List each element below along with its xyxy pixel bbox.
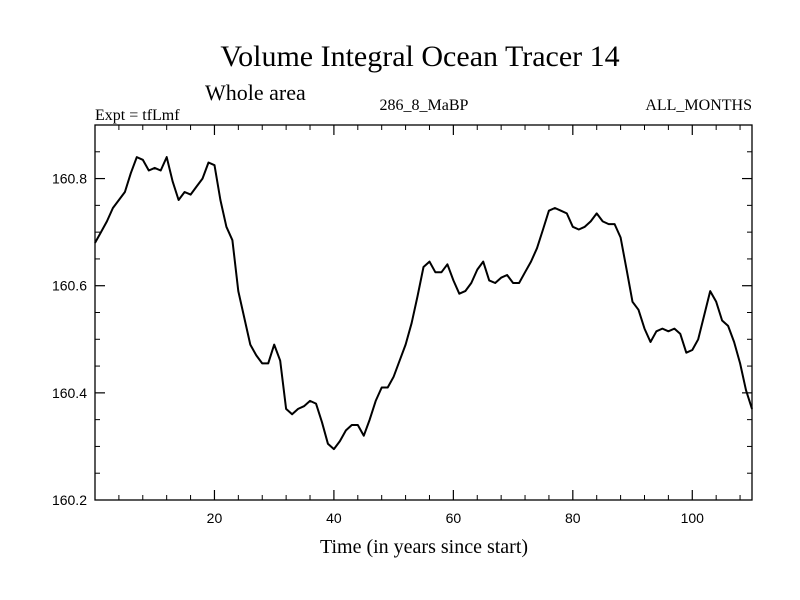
- chart-title: Volume Integral Ocean Tracer 14: [220, 40, 619, 73]
- months-label: ALL_MONTHS: [645, 97, 752, 114]
- plot-frame: [94, 124, 753, 501]
- chart-subtitle: Whole area: [205, 80, 306, 105]
- x-tick-label: 60: [446, 510, 462, 526]
- x-axis-label: Time (in years since start): [320, 536, 528, 558]
- plot-area: 20 40 60 80 100 160.2 160.4 160.6 160.8: [52, 124, 753, 526]
- experiment-label: Expt = tfLmf: [95, 107, 180, 124]
- x-tick-label: 100: [681, 510, 705, 526]
- data-line: [94, 156, 753, 451]
- x-tick-label: 20: [207, 510, 223, 526]
- x-tick-label: 40: [326, 510, 342, 526]
- y-tick-label: 160.2: [52, 492, 87, 508]
- y-tick-label: 160.6: [52, 278, 87, 294]
- y-tick-label: 160.4: [52, 385, 87, 401]
- period-label: 286_8_MaBP: [380, 97, 469, 114]
- y-tick-label: 160.8: [52, 171, 87, 187]
- x-tick-label: 80: [565, 510, 581, 526]
